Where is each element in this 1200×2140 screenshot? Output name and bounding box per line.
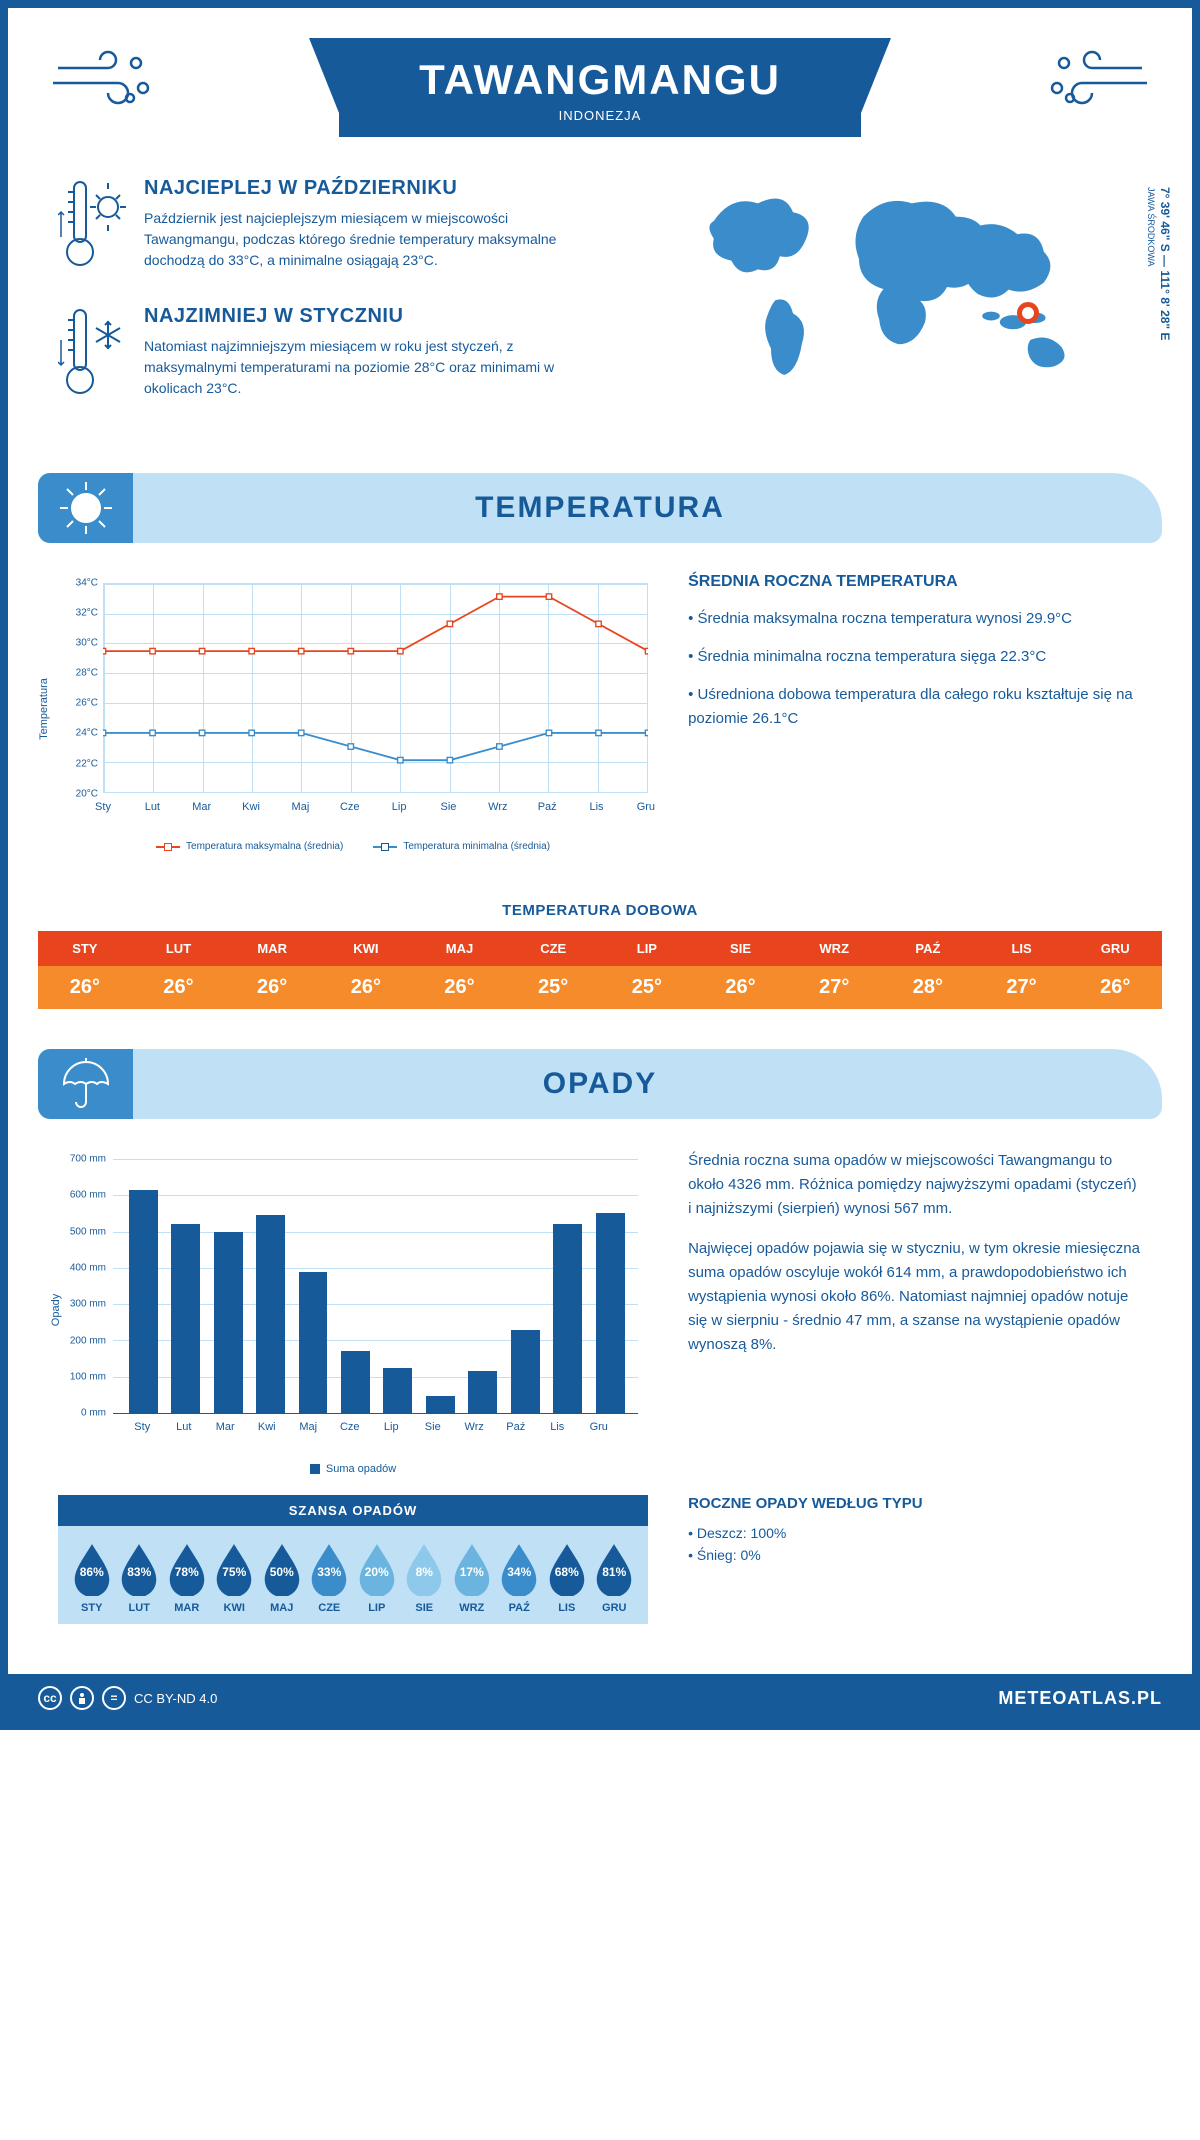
sun-icon bbox=[38, 473, 133, 543]
warmest-title: NAJCIEPLEJ W PAŹDZIERNIKU bbox=[144, 177, 580, 200]
coldest-title: NAJZIMNIEJ W STYCZNIU bbox=[144, 305, 580, 328]
precip-type-box: ROCZNE OPADY WEDŁUG TYPU • Deszcz: 100%•… bbox=[688, 1495, 1192, 1644]
header: TAWANGMANGU INDONEZJA bbox=[8, 8, 1192, 157]
wind-icon bbox=[1042, 43, 1152, 118]
footer: cc = CC BY-ND 4.0 METEOATLAS.PL bbox=[8, 1674, 1192, 1722]
world-map bbox=[620, 177, 1142, 397]
temperature-header: TEMPERATURA bbox=[38, 473, 1162, 543]
license: cc = CC BY-ND 4.0 bbox=[38, 1686, 217, 1710]
nd-icon: = bbox=[102, 1686, 126, 1710]
overview-section: NAJCIEPLEJ W PAŹDZIERNIKU Październik je… bbox=[8, 157, 1192, 463]
by-icon bbox=[70, 1686, 94, 1710]
thermometer-sun-icon bbox=[58, 177, 128, 277]
cc-icon: cc bbox=[38, 1686, 62, 1710]
title-banner: TAWANGMANGU INDONEZJA bbox=[339, 38, 861, 137]
thermometer-snow-icon bbox=[58, 305, 128, 405]
coldest-text: Natomiast najzimniejszym miesiącem w rok… bbox=[144, 336, 580, 399]
warmest-block: NAJCIEPLEJ W PAŹDZIERNIKU Październik je… bbox=[58, 177, 580, 277]
page-title: TAWANGMANGU bbox=[419, 56, 781, 104]
site-name: METEOATLAS.PL bbox=[998, 1688, 1162, 1709]
page-subtitle: INDONEZJA bbox=[419, 108, 781, 123]
coldest-block: NAJZIMNIEJ W STYCZNIU Natomiast najzimni… bbox=[58, 305, 580, 405]
location-marker bbox=[1017, 302, 1039, 324]
temperature-summary: ŚREDNIA ROCZNA TEMPERATURA • Średnia mak… bbox=[688, 573, 1142, 852]
section-title: OPADY bbox=[38, 1067, 1162, 1101]
precip-chance-box: SZANSA OPADÓW 86%STY83%LUT78%MAR75%KWI50… bbox=[58, 1495, 648, 1624]
precip-bar-chart: Opady 0 mm100 mm200 mm300 mm400 mm500 mm… bbox=[58, 1149, 648, 1459]
daily-temp-title: TEMPERATURA DOBOWA bbox=[8, 902, 1192, 919]
section-title: TEMPERATURA bbox=[38, 491, 1162, 525]
coordinates: 7° 39' 46" S — 111° 8' 28" EJAWA ŚRODKOW… bbox=[1144, 187, 1172, 340]
bar-legend: Suma opadów bbox=[58, 1463, 648, 1475]
temperature-line-chart: Temperatura 20°C22°C24°C26°C28°C30°C32°C… bbox=[58, 573, 648, 852]
daily-temp-table: STYLUTMARKWIMAJCZELIPSIEWRZPAŹLISGRU 26°… bbox=[38, 931, 1162, 1009]
umbrella-icon bbox=[38, 1049, 133, 1119]
wind-icon bbox=[48, 43, 158, 118]
warmest-text: Październik jest najcieplejszym miesiące… bbox=[144, 208, 580, 271]
chart-ylabel: Temperatura bbox=[38, 678, 50, 740]
precip-summary: Średnia roczna suma opadów w miejscowośc… bbox=[688, 1149, 1142, 1475]
chart-legend: #leg1::after{border-color:#e8451f}Temper… bbox=[58, 841, 648, 852]
precip-header: OPADY bbox=[38, 1049, 1162, 1119]
